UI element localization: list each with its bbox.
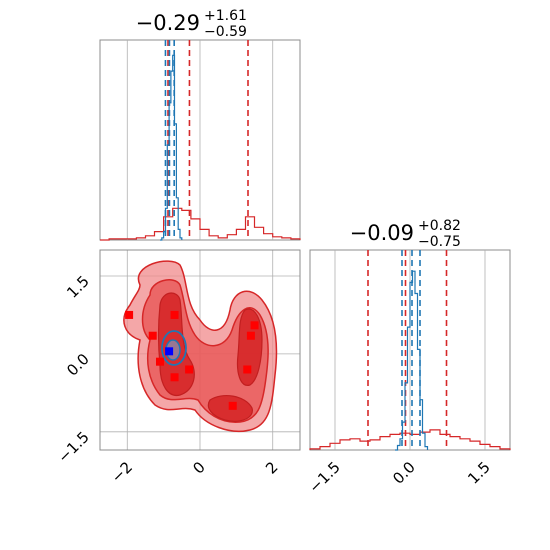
marginal-y-tick-label: 1.5 [464, 458, 494, 488]
marginal-x-panel: −0.29 +1.61 −0.59 [99, 8, 301, 241]
marginal-y-title-lower: −0.75 [418, 234, 461, 250]
marginal-y-grid [334, 250, 486, 450]
marginal-x-title-upper: +1.61 [204, 8, 247, 24]
joint-x-tick-label: −2 [108, 458, 136, 486]
marginal-x-histograms [100, 40, 301, 241]
marginal-y-tick-label: 0.0 [389, 458, 419, 488]
red-marker [228, 401, 237, 410]
blue-marker [165, 347, 174, 356]
joint-frame [99, 249, 301, 451]
red-histogram [309, 429, 511, 450]
blue-contour-outer-level [161, 330, 187, 366]
red-marker [243, 365, 252, 374]
red-marker [246, 331, 255, 340]
red-marker [156, 357, 164, 366]
joint-y-tick-label: −1.5 [54, 428, 92, 466]
red-marker [148, 331, 157, 340]
joint-panel: −2 0 2 −1.5 0.0 1.5 [54, 249, 301, 486]
marginal-y-tick-labels: −1.5 0.0 1.5 [305, 458, 493, 496]
marginal-x-title-lower: −0.59 [204, 24, 247, 40]
marginal-y-histograms [309, 250, 511, 451]
marginal-y-title-upper: +0.82 [418, 218, 461, 234]
red-marker [170, 310, 179, 319]
joint-x-tick-labels: −2 0 2 [108, 458, 282, 486]
marginal-y-title: −0.09 [350, 221, 414, 245]
joint-x-tick-label: 0 [189, 458, 208, 477]
joint-x-tick-label: 2 [262, 458, 281, 477]
joint-y-tick-label: 0.0 [63, 350, 93, 380]
blue-histogram [160, 54, 183, 241]
red-marker [185, 365, 194, 374]
marginal-y-panel: −0.09 +0.82 −0.75 −1.5 0.0 1.5 [305, 218, 511, 497]
marginal-x-grid [126, 40, 274, 240]
red-marker [125, 310, 134, 319]
red-marker [250, 321, 259, 330]
marginal-x-title: −0.29 [136, 11, 200, 35]
marginal-y-tick-label: −1.5 [305, 458, 343, 496]
joint-y-tick-label: 1.5 [63, 272, 93, 302]
red-histogram [100, 207, 301, 241]
joint-y-tick-labels: −1.5 0.0 1.5 [54, 272, 92, 466]
red-marker [170, 373, 179, 382]
joint-markers [125, 310, 259, 410]
